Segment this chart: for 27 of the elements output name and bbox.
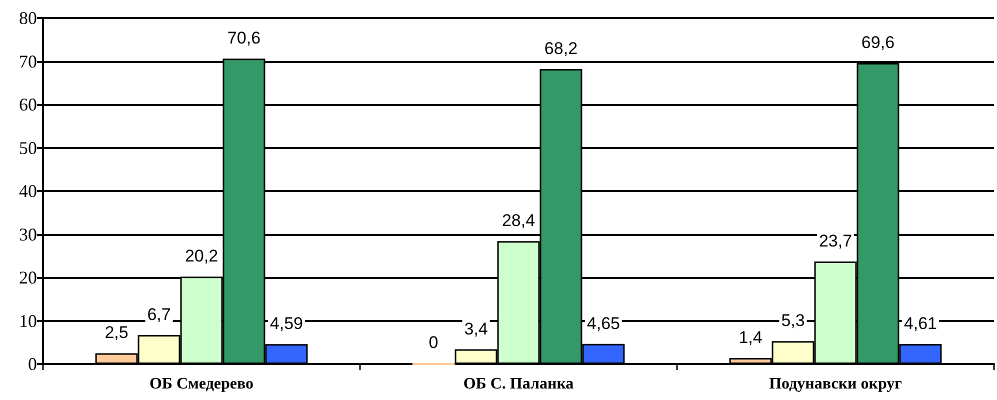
x-tick-label: Подунавски округ — [769, 376, 902, 392]
y-tick-label: 50 — [19, 138, 37, 158]
data-label: 0 — [428, 333, 438, 352]
y-tick-label: 30 — [19, 224, 37, 244]
data-label: 5,3 — [781, 311, 805, 330]
y-tick-label: 80 — [19, 8, 37, 28]
y-tick-label: 10 — [19, 310, 37, 331]
y-tick-label: 60 — [19, 94, 37, 114]
data-label: 4,61 — [904, 314, 938, 334]
y-tick-label: 70 — [19, 51, 37, 72]
data-label: 23,7 — [818, 231, 852, 250]
x-tick-label: ОБ С. Паланка — [463, 376, 574, 392]
data-label: 1,4 — [738, 328, 762, 347]
x-tick-label: ОБ Смедерево — [149, 376, 254, 392]
data-label: 2,5 — [104, 323, 128, 342]
data-label: 3,4 — [464, 319, 488, 338]
data-label: 6,7 — [147, 305, 171, 324]
data-label: 20,2 — [184, 246, 218, 266]
data-label: 4,65 — [586, 314, 620, 333]
data-label: 70,6 — [227, 28, 261, 48]
data-label: 69,6 — [861, 32, 895, 52]
y-tick-label: 20 — [19, 268, 37, 288]
y-tick-label: 40 — [19, 181, 37, 201]
data-label: 4,59 — [270, 314, 304, 334]
y-tick-label: 0 — [28, 354, 37, 374]
data-label: 68,2 — [544, 39, 578, 58]
data-label: 28,4 — [502, 211, 536, 230]
